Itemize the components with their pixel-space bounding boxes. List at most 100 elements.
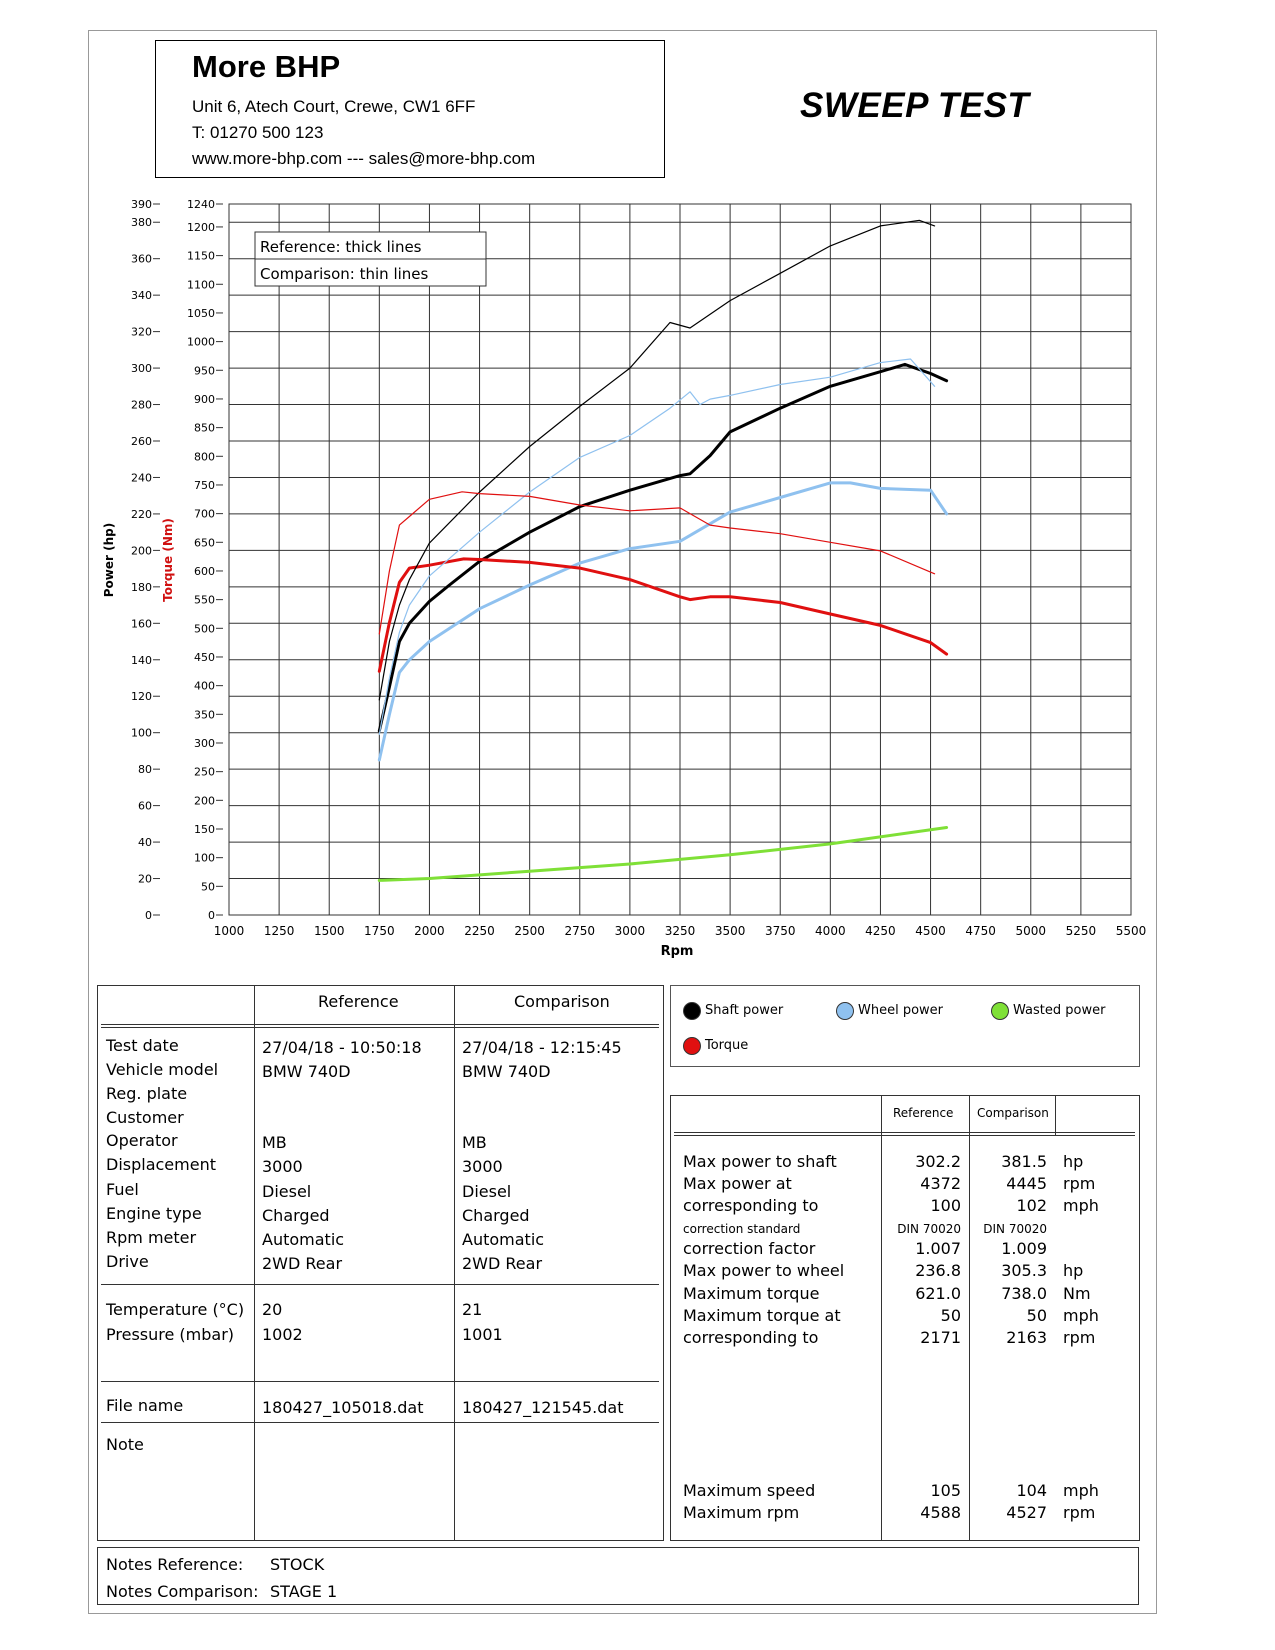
x-tick-label: 5500 [1116,924,1147,938]
power-tick-label: 40 [138,836,152,849]
wasted-power-legend-dot [991,1002,1009,1020]
info-reference-value: 2WD Rear [262,1254,343,1273]
x-tick-label: 2500 [514,924,545,938]
vehicle-info-table: Reference Comparison Test date 27/04/18 … [97,985,664,1541]
result-label: Maximum rpm [683,1503,800,1522]
result-reference-value: 2171 [920,1328,961,1347]
x-tick-label: 2250 [464,924,495,938]
torque-tick-label: 50 [201,880,215,893]
info-reference-value: Diesel [262,1182,312,1201]
result-unit: rpm [1063,1174,1096,1193]
info-label: Customer [106,1108,184,1127]
results-table: Reference Comparison Max power to shaft … [670,1095,1140,1541]
result-reference-value: 236.8 [915,1261,961,1280]
notes-comparison-value: STAGE 1 [270,1582,338,1601]
result-unit: rpm [1063,1328,1096,1347]
reference-shaft-power-line [377,362,949,733]
shaft-power-legend-dot [683,1002,701,1020]
result-unit: hp [1063,1261,1084,1280]
result-label: Max power to wheel [683,1261,845,1280]
file-name-comparison: 180427_121545.dat [462,1398,624,1417]
reference-wasted-power-line [377,826,949,882]
result-label: corresponding to [683,1328,819,1347]
info-comparison-value: 27/04/18 - 12:15:45 [462,1038,622,1057]
info-reference-value: 27/04/18 - 10:50:18 [262,1038,422,1057]
info-label: Test date [106,1036,179,1055]
series-legend: Shaft power Wheel power Wasted power Tor… [670,985,1140,1067]
info-comparison-value: BMW 740D [462,1062,551,1081]
info-reference-value: 1002 [262,1325,303,1344]
power-tick-label: 0 [145,909,152,922]
wasted-power-legend-label: Wasted power [1013,1003,1106,1018]
x-tick-label: 5000 [1016,924,1047,938]
torque-tick-label: 1200 [187,221,215,234]
info-reference-value: Automatic [262,1230,345,1249]
torque-tick-label: 1000 [187,336,215,349]
result-label: Maximum torque at [683,1306,841,1325]
reference-wheel-power-line [377,481,949,762]
info-label: Reg. plate [106,1084,188,1103]
info-label: Vehicle model [106,1060,219,1079]
result-reference-value: DIN 70020 [897,1222,961,1236]
info-label: Rpm meter [106,1228,197,1247]
x-tick-label: 2000 [414,924,445,938]
torque-legend-dot [683,1037,701,1055]
result-comparison-value: 305.3 [1001,1261,1047,1280]
info-reference-value: Charged [262,1206,330,1225]
info-comparison-value: 3000 [462,1157,503,1176]
result-label: correction standard [683,1222,801,1236]
info-reference-value: 3000 [262,1157,303,1176]
file-name-reference: 180427_105018.dat [262,1398,424,1417]
company-header: More BHP Unit 6, Atech Court, Crewe, CW1… [155,40,665,178]
shaft-power-legend-label: Shaft power [705,1003,784,1018]
reference-torque-line [377,557,949,673]
info-label: Operator [106,1131,178,1150]
power-tick-label: 80 [138,763,152,776]
result-comparison-value: 50 [1026,1306,1047,1325]
result-comparison-value: DIN 70020 [983,1222,1047,1236]
torque-tick-label: 850 [194,422,215,435]
info-comparison-value: 2WD Rear [462,1254,543,1273]
result-unit: mph [1063,1306,1099,1325]
result-unit: mph [1063,1481,1099,1500]
info-reference-value: 20 [262,1300,283,1319]
result-reference-value: 50 [940,1306,961,1325]
wheel-power-legend-label: Wheel power [858,1003,944,1018]
x-tick-label: 3500 [715,924,746,938]
torque-legend-label: Torque [705,1038,749,1053]
x-tick-label: 5250 [1066,924,1097,938]
x-tick-label: 3750 [765,924,796,938]
torque-tick-label: 800 [194,450,215,463]
result-comparison-value: 738.0 [1001,1284,1047,1303]
result-label: Max power to shaft [683,1152,837,1171]
report-title: SWEEP TEST [800,86,1030,125]
x-axis-title: Rpm [661,944,694,959]
torque-tick-label: 500 [194,622,215,635]
power-tick-label: 160 [131,617,152,630]
torque-tick-label: 950 [194,364,215,377]
x-tick-label: 1500 [314,924,345,938]
info-col-reference: Reference [318,992,399,1011]
power-tick-label: 120 [131,690,152,703]
result-unit: mph [1063,1196,1099,1215]
power-tick-label: 180 [131,581,152,594]
power-tick-label: 320 [131,326,152,339]
file-name-label: File name [106,1396,184,1415]
power-tick-label: 200 [131,544,152,557]
result-label: Maximum torque [683,1284,820,1303]
torque-tick-label: 650 [194,536,215,549]
power-tick-label: 260 [131,435,152,448]
result-reference-value: 100 [930,1196,961,1215]
torque-tick-label: 300 [194,737,215,750]
result-unit: hp [1063,1152,1084,1171]
info-comparison-value: MB [462,1133,487,1152]
result-label: Max power at [683,1174,792,1193]
power-axis-title: Power (hp) [102,523,116,597]
company-web: www.more-bhp.com --- sales@more-bhp.com [192,149,536,168]
result-comparison-value: 4527 [1006,1503,1047,1522]
power-tick-label: 60 [138,800,152,813]
result-comparison-value: 1.009 [1001,1239,1047,1258]
info-comparison-value: Automatic [462,1230,545,1249]
power-tick-label: 360 [131,253,152,266]
x-tick-label: 4250 [865,924,896,938]
